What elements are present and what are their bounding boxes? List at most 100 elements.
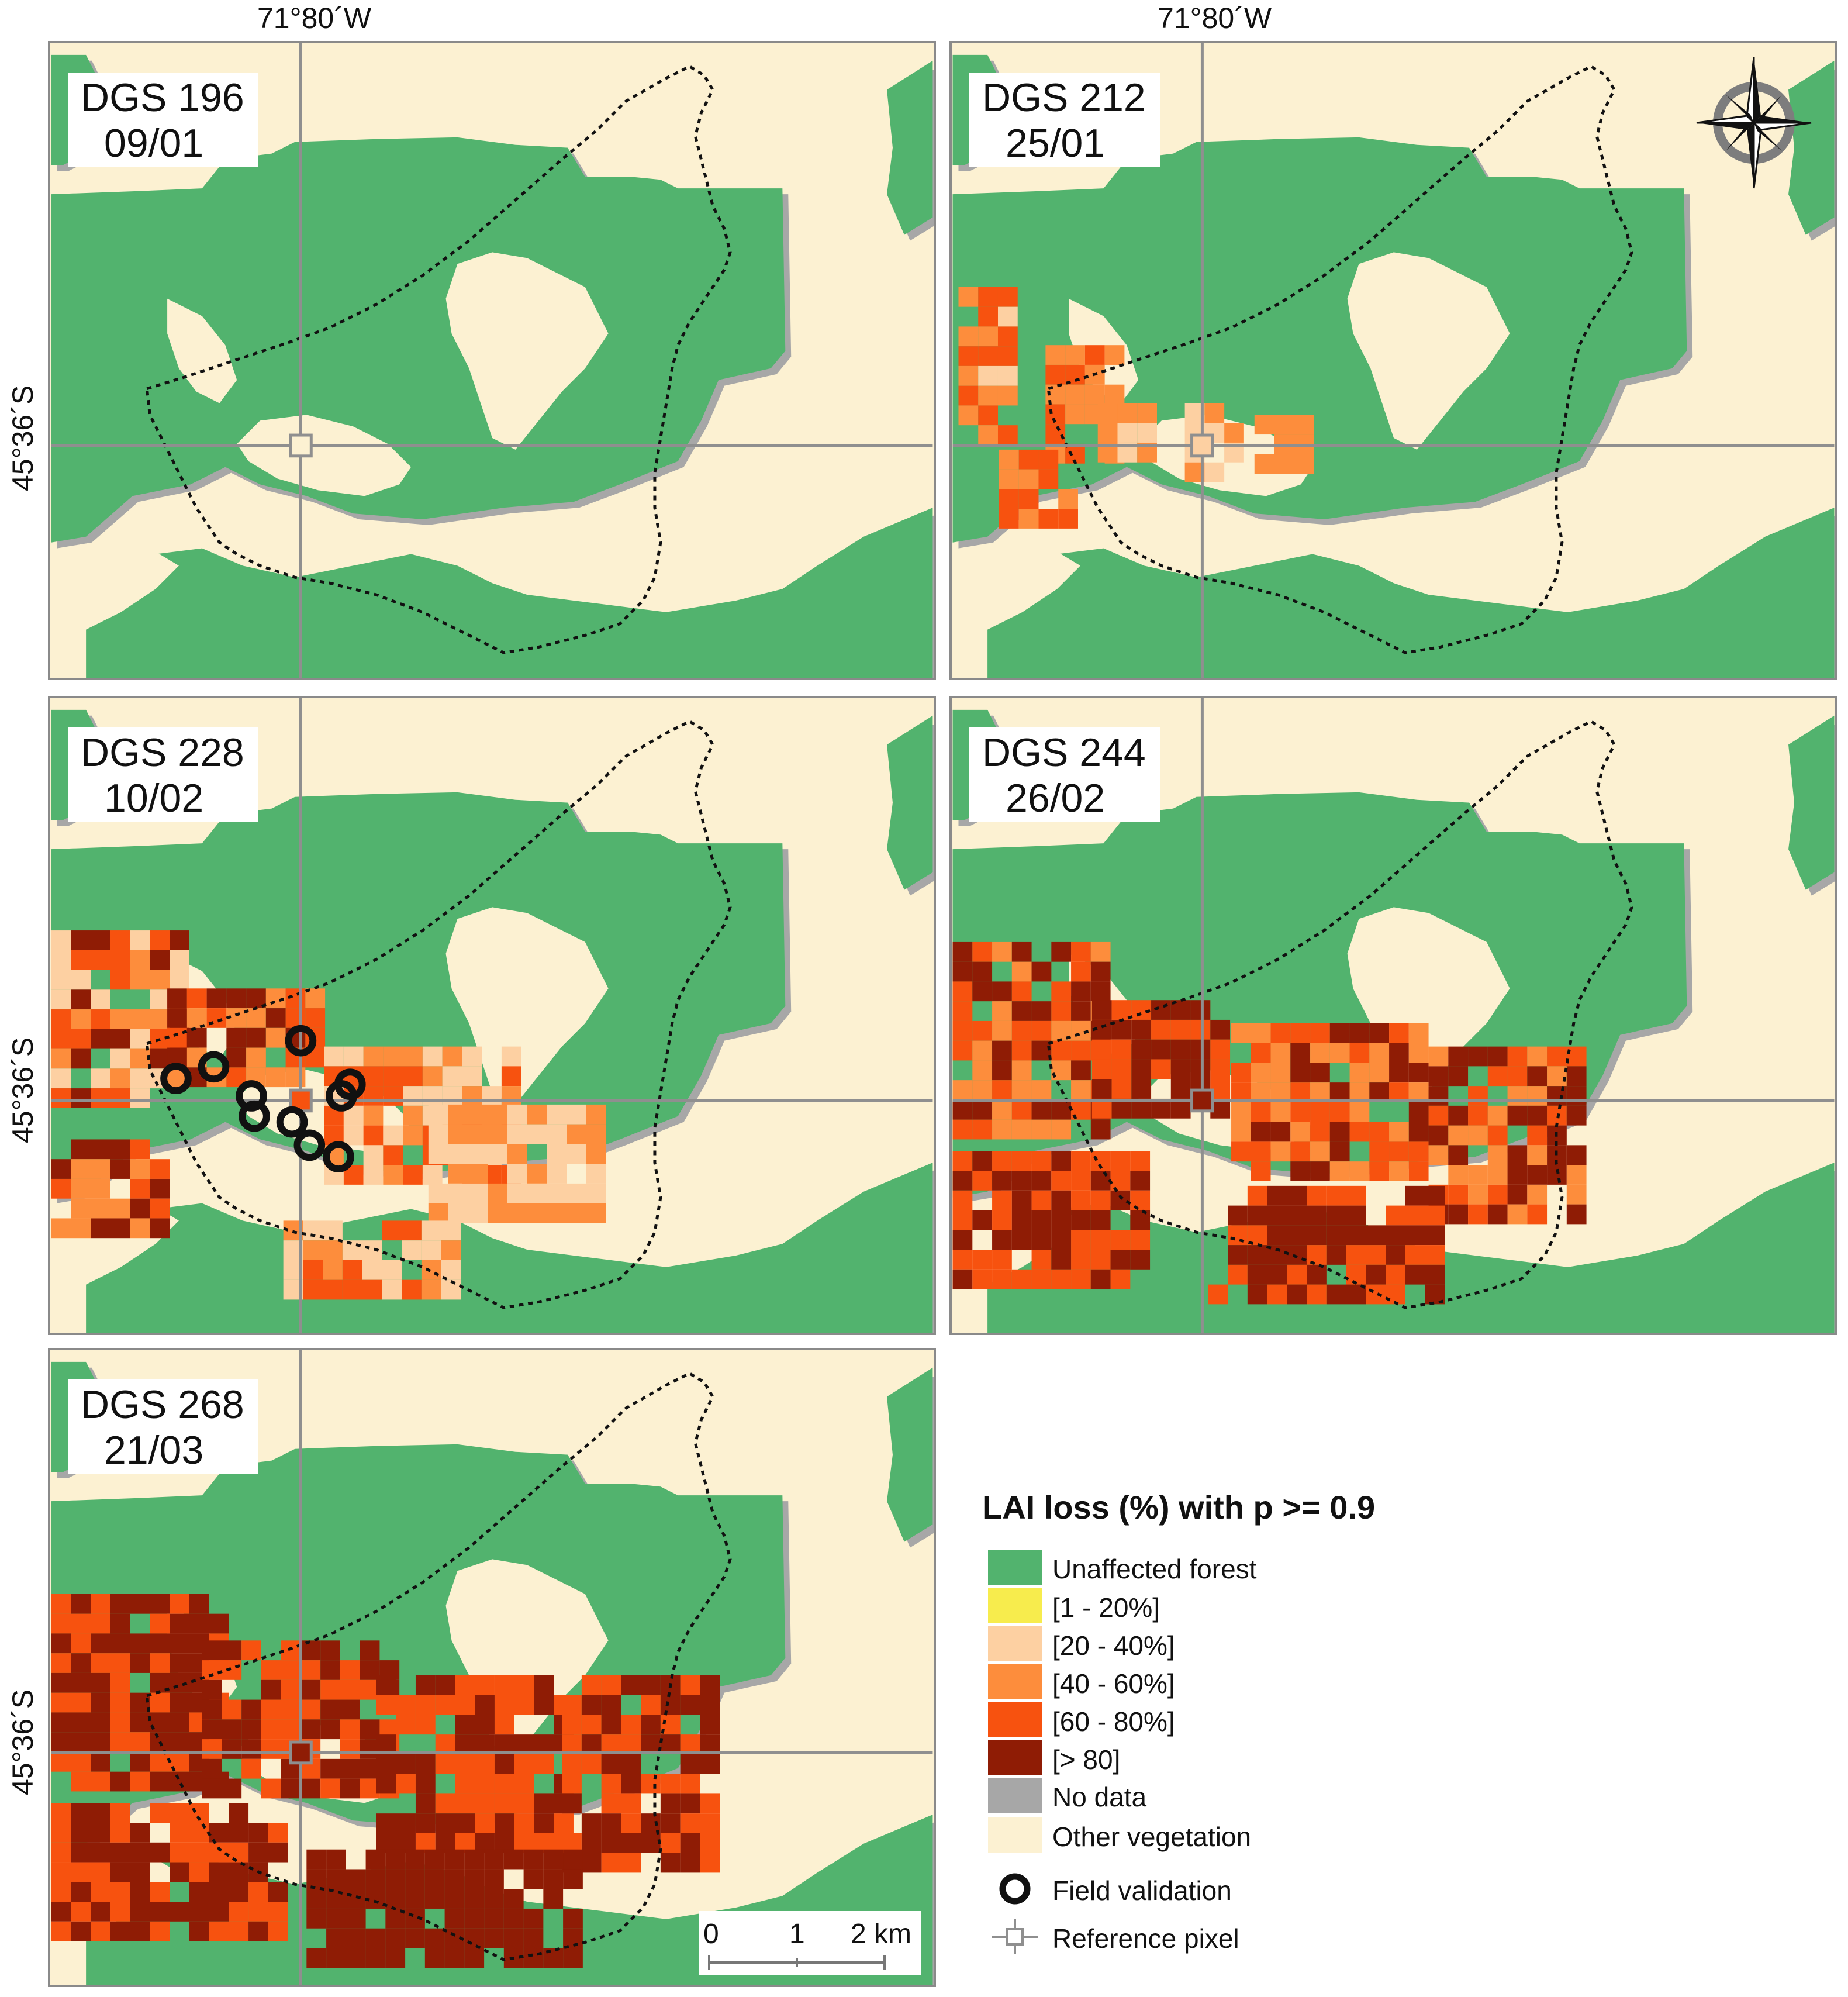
affected-pixel bbox=[383, 1066, 403, 1087]
affected-pixel bbox=[448, 1104, 468, 1125]
affected-pixel bbox=[91, 1771, 110, 1792]
affected-pixel bbox=[1051, 1190, 1072, 1210]
affected-pixel bbox=[1326, 1205, 1346, 1226]
affected-pixel bbox=[700, 1793, 720, 1814]
affected-pixel bbox=[1566, 1086, 1587, 1106]
affected-pixel bbox=[475, 1813, 495, 1833]
affected-pixel bbox=[326, 1908, 346, 1929]
affected-pixel bbox=[403, 1165, 423, 1185]
map-canvas[interactable] bbox=[50, 698, 934, 1333]
scale-bar: 0 1 2 km bbox=[699, 1911, 921, 1975]
affected-pixel bbox=[281, 1679, 301, 1700]
affected-pixel bbox=[1091, 1079, 1112, 1099]
map-panel-dgs268[interactable]: DGS 268 21/03 bbox=[48, 1348, 936, 1987]
affected-pixel bbox=[150, 970, 170, 990]
affected-pixel bbox=[222, 1739, 242, 1759]
affected-pixel bbox=[1038, 509, 1059, 529]
affected-pixel bbox=[209, 1882, 229, 1902]
affected-pixel bbox=[1386, 1245, 1405, 1265]
affected-pixel bbox=[222, 1778, 242, 1799]
affected-pixel bbox=[248, 1902, 268, 1922]
affected-pixel bbox=[999, 449, 1019, 470]
map-panel-dgs196[interactable]: DGS 196 09/01 bbox=[48, 41, 936, 680]
affected-pixel bbox=[527, 1164, 547, 1184]
affected-pixel bbox=[229, 1823, 249, 1843]
affected-pixel bbox=[1408, 1043, 1429, 1063]
affected-pixel bbox=[972, 941, 993, 962]
map-canvas[interactable] bbox=[952, 43, 1835, 678]
affected-pixel bbox=[1151, 1039, 1171, 1060]
affected-pixel bbox=[340, 1679, 360, 1700]
affected-pixel bbox=[952, 1269, 973, 1289]
affected-pixel bbox=[1228, 1245, 1248, 1265]
affected-pixel bbox=[680, 1774, 700, 1794]
affected-pixel bbox=[484, 1928, 504, 1948]
affected-pixel bbox=[281, 1699, 301, 1720]
affected-pixel bbox=[581, 1734, 602, 1754]
affected-pixel bbox=[442, 1046, 462, 1067]
map-panel-dgs212[interactable]: DGS 212 25/01 bbox=[949, 41, 1837, 680]
affected-pixel bbox=[601, 1695, 621, 1715]
affected-pixel bbox=[91, 1862, 110, 1882]
map-panel-dgs244[interactable]: DGS 244 26/02 bbox=[949, 696, 1837, 1335]
affected-pixel bbox=[1527, 1105, 1548, 1126]
affected-pixel bbox=[997, 346, 1018, 366]
affected-pixel bbox=[1231, 1023, 1251, 1043]
affected-area-group bbox=[952, 941, 1587, 1305]
affected-pixel bbox=[1287, 1185, 1307, 1206]
affected-pixel bbox=[246, 1008, 266, 1028]
affected-pixel bbox=[1389, 1141, 1409, 1162]
clearing bbox=[237, 415, 412, 496]
field-validation-ring bbox=[160, 1063, 192, 1095]
map-panel-dgs228[interactable]: DGS 228 10/02 bbox=[48, 696, 936, 1335]
affected-pixel bbox=[130, 1882, 150, 1902]
affected-pixel bbox=[1329, 1102, 1350, 1122]
legend-label: Other vegetation bbox=[1052, 1822, 1252, 1852]
affected-pixel bbox=[1369, 1023, 1390, 1043]
affected-pixel bbox=[150, 1633, 170, 1654]
clearing bbox=[51, 548, 179, 641]
affected-pixel bbox=[468, 1183, 488, 1203]
affected-pixel bbox=[978, 365, 998, 386]
affected-pixel bbox=[362, 1260, 382, 1280]
affected-pixel bbox=[110, 1653, 130, 1673]
affected-pixel bbox=[363, 1105, 384, 1126]
affected-pixel bbox=[1425, 1185, 1445, 1206]
affected-pixel bbox=[1051, 1040, 1072, 1061]
affected-pixel bbox=[110, 1823, 130, 1843]
affected-pixel bbox=[1031, 1119, 1052, 1140]
affected-pixel bbox=[952, 1171, 973, 1191]
affected-pixel bbox=[71, 1159, 91, 1179]
affected-pixel bbox=[130, 1921, 150, 1941]
affected-pixel bbox=[1448, 1046, 1469, 1067]
affected-pixel bbox=[363, 1086, 384, 1106]
affected-pixel bbox=[444, 1948, 465, 1968]
map-canvas[interactable] bbox=[50, 43, 934, 678]
affected-pixel bbox=[1031, 1151, 1052, 1171]
affected-pixel bbox=[464, 1869, 485, 1889]
affected-pixel bbox=[1151, 1019, 1171, 1040]
affected-pixel bbox=[189, 1613, 209, 1634]
affected-pixel bbox=[1110, 1269, 1131, 1289]
affected-pixel bbox=[396, 1695, 416, 1715]
affected-pixel bbox=[435, 1813, 455, 1833]
affected-pixel bbox=[261, 1699, 281, 1720]
affected-pixel bbox=[997, 425, 1018, 445]
affected-pixel bbox=[952, 981, 973, 1002]
affected-pixel bbox=[680, 1695, 700, 1715]
map-canvas[interactable] bbox=[50, 1350, 934, 1985]
study-area-outline bbox=[145, 719, 732, 1309]
affected-pixel bbox=[71, 1921, 91, 1941]
affected-pixel bbox=[1090, 941, 1111, 962]
affected-pixel bbox=[209, 1842, 229, 1863]
affected-pixel bbox=[1018, 469, 1039, 489]
affected-pixel bbox=[586, 1164, 606, 1184]
affected-pixel bbox=[167, 1008, 187, 1028]
field-validation-ring bbox=[293, 1129, 326, 1161]
affected-pixel bbox=[586, 1104, 606, 1125]
affected-pixel bbox=[1228, 1225, 1248, 1246]
affected-pixel bbox=[523, 1948, 544, 1968]
affected-pixel bbox=[110, 1712, 130, 1733]
affected-pixel bbox=[475, 1793, 495, 1814]
legend-swatch bbox=[988, 1817, 1042, 1853]
